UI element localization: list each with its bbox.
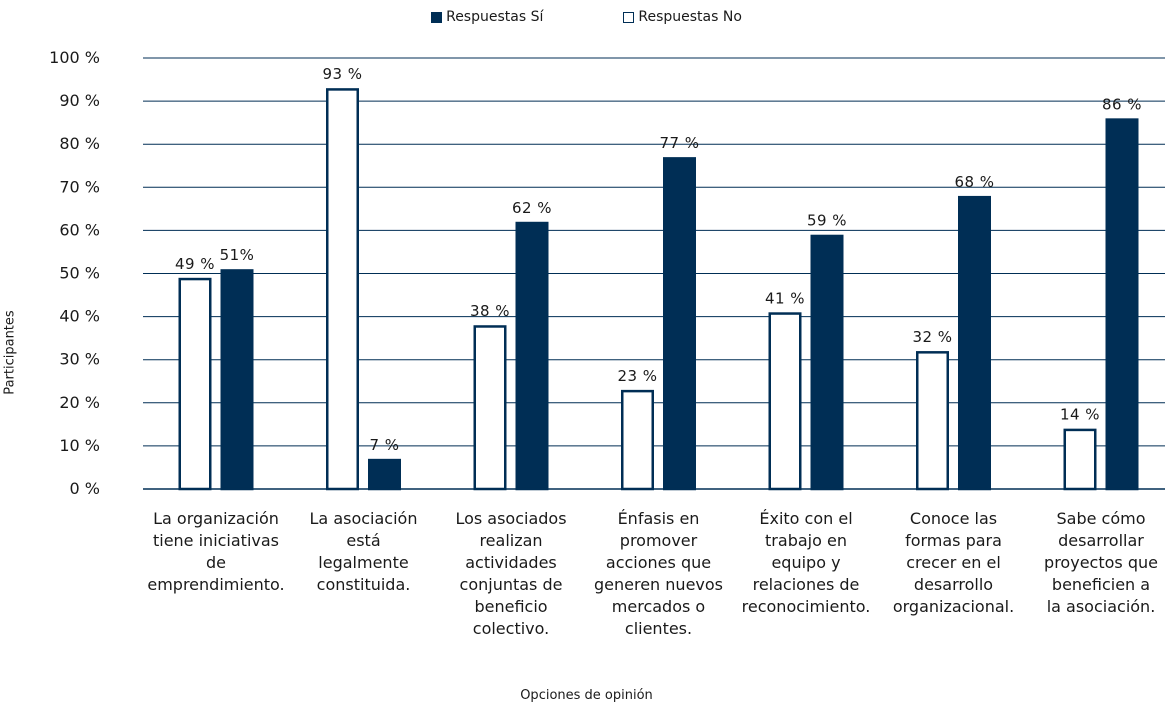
- x-category-label-line: Énfasis en: [617, 509, 700, 528]
- data-label: 62 %: [512, 199, 552, 217]
- x-category-label-line: clientes.: [624, 619, 693, 638]
- x-category-label-line: La organización: [153, 509, 279, 528]
- x-category-label: La organización tiene iniciativas de empre…: [141, 508, 291, 596]
- bar-no: [768, 312, 802, 491]
- x-category-label-line: Éxito con el: [759, 509, 853, 528]
- bar-si: [220, 269, 254, 491]
- bar-no: [326, 88, 359, 491]
- bar-si: [1105, 118, 1139, 491]
- y-axis-label: Participantes: [2, 310, 18, 395]
- y-tick-label: 90 %: [59, 91, 100, 110]
- data-label: 68 %: [954, 173, 994, 191]
- x-category-label-line: acciones que: [605, 553, 712, 572]
- data-label: 14 %: [1060, 406, 1100, 424]
- y-tick-label: 40 %: [59, 307, 100, 326]
- legend-swatch-no: [623, 11, 635, 23]
- x-category-label-line: constituida.: [316, 575, 411, 594]
- y-tick-label: 60 %: [59, 220, 100, 239]
- x-category-label-line: mercados o: [611, 597, 706, 616]
- bar-no: [178, 277, 212, 491]
- x-category-label: Éxito con el trabajo en equipo y relaciones…: [731, 508, 881, 618]
- x-category-label-line: realizan: [479, 531, 543, 550]
- x-category-label-line: reconocimiento.: [741, 597, 871, 616]
- x-category-label-line: colectivo.: [472, 619, 550, 638]
- y-tick-label: 0 %: [70, 479, 100, 498]
- legend-item-no: Respuestas No: [623, 9, 742, 25]
- legend: Respuestas Sí Respuestas No: [0, 9, 1173, 25]
- bar-si: [958, 195, 991, 491]
- x-category-label-line: proyectos que: [1044, 553, 1158, 572]
- x-category-label-line: generen nuevos: [594, 575, 723, 594]
- bar-si: [515, 221, 549, 491]
- x-category-label-line: legalmente: [318, 553, 409, 572]
- y-tick-label: 50 %: [59, 264, 100, 283]
- x-category-label: Sabe cómo desarrollar proyectos que benefic…: [1026, 508, 1173, 618]
- data-label: 7 %: [369, 436, 399, 454]
- x-category-label-line: beneficio: [474, 597, 548, 616]
- legend-item-si: Respuestas Sí: [431, 9, 543, 25]
- bar-no: [916, 351, 949, 491]
- x-category-label-line: relaciones de: [752, 575, 860, 594]
- x-category-label-line: equipo y: [771, 553, 841, 572]
- legend-label-no: Respuestas No: [638, 9, 742, 25]
- legend-swatch-si: [431, 11, 443, 23]
- data-label: 41 %: [765, 289, 805, 307]
- data-label: 51%: [220, 246, 255, 264]
- data-label: 86 %: [1102, 95, 1142, 113]
- x-category-label-line: actividades: [465, 553, 557, 572]
- y-tick-label: 100 %: [49, 48, 100, 67]
- data-label: 59 %: [807, 212, 847, 230]
- bar-no: [621, 389, 654, 491]
- x-axis-label: Opciones de opinión: [520, 688, 653, 703]
- x-category-label: Conoce las formas para crecer en el desarro…: [879, 508, 1029, 618]
- y-tick-label: 70 %: [59, 177, 100, 196]
- x-category-label-line: conjuntas de: [459, 575, 563, 594]
- y-tick-label: 30 %: [59, 350, 100, 369]
- bar-si: [663, 157, 696, 491]
- x-category-label-line: promover: [619, 531, 698, 550]
- bar-si: [368, 458, 401, 491]
- data-label: 38 %: [470, 302, 510, 320]
- y-tick-label: 10 %: [59, 436, 100, 455]
- x-category-label-line: Sabe cómo: [1056, 509, 1146, 528]
- data-label: 77 %: [659, 134, 699, 152]
- data-label: 23 %: [617, 367, 657, 385]
- y-tick-label: 80 %: [59, 134, 100, 153]
- data-label: 49 %: [175, 255, 215, 273]
- x-category-label-line: crecer en el: [906, 553, 1001, 572]
- data-label: 32 %: [912, 328, 952, 346]
- x-category-label-line: desarrollo: [913, 575, 994, 594]
- x-category-label-line: está: [346, 531, 381, 550]
- x-category-label-line: La asociación: [309, 509, 418, 528]
- x-category-label-line: organizacional.: [892, 597, 1015, 616]
- x-category-label-line: trabajo en: [765, 531, 847, 550]
- bar-si: [810, 234, 844, 491]
- x-category-label-line: Los asociados: [455, 509, 567, 528]
- bar-no: [473, 325, 507, 491]
- x-category-label: Énfasis en promover acciones que generen nu…: [584, 508, 734, 640]
- y-tick-label: 20 %: [59, 393, 100, 412]
- bar-no: [1063, 428, 1097, 491]
- x-category-label-line: beneficien a: [1051, 575, 1151, 594]
- x-category-label-line: Conoce las: [909, 509, 998, 528]
- x-category-label-line: tiene iniciativas de: [152, 531, 280, 572]
- legend-label-si: Respuestas Sí: [446, 9, 544, 25]
- x-category-label-line: desarrollar: [1058, 531, 1144, 550]
- x-category-label: Los asociados realizan actividades conjunta…: [436, 508, 586, 640]
- x-category-label: La asociación está legalmente constituida.: [289, 508, 439, 596]
- x-category-label-line: formas para: [905, 531, 1002, 550]
- x-category-label-line: emprendimiento.: [147, 575, 285, 594]
- data-label: 93 %: [322, 65, 362, 83]
- x-category-label-line: la asociación.: [1046, 597, 1156, 616]
